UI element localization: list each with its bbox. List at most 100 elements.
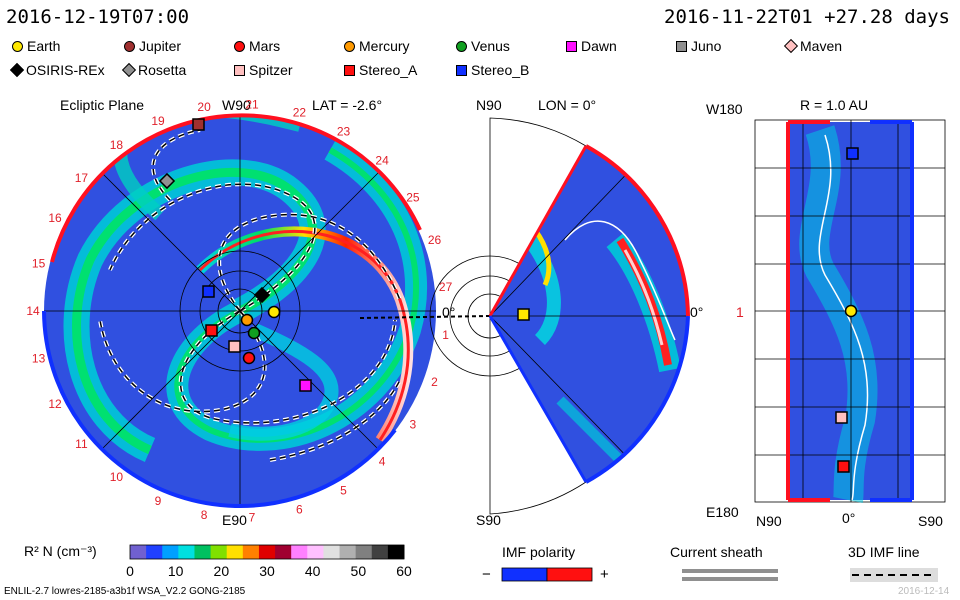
ecliptic-title: Ecliptic Plane: [60, 97, 145, 113]
colorbar-swatch: [146, 545, 163, 559]
circle-icon: [344, 40, 355, 52]
radial-top-label: W180: [706, 101, 743, 117]
current-sheath-label: Current sheath: [670, 544, 763, 560]
legend-item: Maven: [783, 38, 842, 54]
footer-date: 2016-12-14: [898, 586, 950, 597]
earth-marker-meridional: [517, 308, 530, 321]
sector-number: 16: [48, 211, 62, 225]
colorbar-label: R² N (cm⁻³): [24, 543, 97, 559]
spitzer-marker-radial: [835, 411, 848, 424]
legend-item: Dawn: [566, 38, 617, 54]
sector-number: 14: [26, 304, 40, 318]
legend-item: Stereo_B: [456, 62, 529, 78]
radial-bottom-label: E180: [706, 504, 739, 520]
colorbar-swatch: [339, 545, 357, 559]
legend-label: Dawn: [581, 38, 617, 54]
ecliptic-bottom-label: E90: [222, 512, 247, 528]
square-icon: [344, 64, 355, 76]
legend-label: Venus: [471, 38, 510, 54]
colorbar-tick: 20: [213, 563, 230, 579]
colorbar-tick: 30: [259, 563, 275, 579]
radial-panel: [754, 119, 946, 503]
legend-item: OSIRIS-REx: [9, 62, 105, 78]
legend-item: Mercury: [344, 38, 410, 54]
stereo-a-marker-radial: [837, 460, 850, 473]
imf-line-label: 3D IMF line: [848, 544, 920, 560]
legend-item: Jupiter: [124, 38, 181, 54]
imf-line-swatch: [850, 568, 938, 582]
colorbar-tick: 50: [350, 563, 367, 579]
sector-number: 27: [439, 280, 453, 294]
colorbar: [129, 544, 405, 560]
colorbar-swatch: [323, 545, 341, 559]
colorbar-tick: 60: [396, 563, 412, 579]
circle-icon: [12, 40, 23, 52]
colorbar-tick: 10: [167, 563, 184, 579]
dawn-marker: [299, 379, 312, 392]
sector-number: 12: [48, 397, 62, 411]
sector-number: 26: [428, 233, 442, 247]
jupiter-marker: [192, 118, 205, 131]
imf-minus: −: [482, 566, 491, 583]
sector-numbers: 20 21222324252627123456789101112131415161…: [26, 97, 452, 524]
meridional-top-label: N90: [476, 97, 502, 113]
legend-label: Stereo_A: [359, 62, 418, 78]
legend-item: Stereo_A: [344, 62, 417, 78]
legend-label: OSIRIS-REx: [26, 62, 105, 78]
legend-item: Spitzer: [234, 62, 293, 78]
sector-number: 6: [296, 502, 303, 516]
circle-icon: [456, 40, 467, 52]
colorbar-tick: 0: [126, 563, 134, 579]
sector-number: 15: [32, 256, 46, 270]
sector-number: 22: [293, 106, 307, 120]
sector-number: 10: [110, 470, 124, 484]
sector-number: 24: [375, 153, 389, 167]
colorbar-swatch: [371, 545, 389, 559]
legend-label: Spitzer: [249, 62, 293, 78]
current-sheath-swatch: [682, 569, 778, 581]
legend-label: Jupiter: [139, 38, 182, 54]
imf-polarity-bar: [501, 567, 593, 582]
legend-label: Earth: [27, 38, 61, 54]
square-icon: [676, 40, 687, 52]
sector-number: 1: [442, 328, 449, 342]
spitzer-marker: [228, 340, 241, 353]
colorbar-swatch: [307, 545, 324, 559]
legend-item: Mars: [234, 38, 280, 54]
legend-item: Rosetta: [121, 62, 186, 78]
sector-number: 2: [431, 375, 438, 389]
legend-label: Juno: [691, 38, 722, 54]
square-icon: [566, 40, 577, 52]
mercury-marker: [240, 313, 254, 327]
sector-number: 11: [75, 437, 88, 451]
legend-item: Earth: [12, 38, 60, 54]
sector-number: 23: [337, 125, 351, 139]
radial-mid-label: 1: [736, 304, 744, 320]
sector-number: 25: [406, 190, 420, 204]
colorbar-swatch: [258, 545, 276, 559]
square-icon: [234, 64, 245, 76]
meridional-panel: [429, 117, 690, 515]
legend-item: Juno: [676, 38, 721, 54]
legend-label: Mars: [249, 38, 281, 54]
stereo-b-marker-radial: [846, 147, 859, 160]
colorbar-swatch: [275, 545, 292, 559]
legend-label: Mercury: [359, 38, 410, 54]
colorbar-border: [129, 544, 405, 560]
ecliptic-disk: [42, 113, 491, 508]
radial-title: R = 1.0 AU: [800, 97, 869, 113]
radial-x-right: S90: [918, 513, 943, 529]
venus-marker: [247, 326, 261, 340]
sector-number: 13: [32, 352, 46, 366]
meridional-bottom-label: S90: [476, 512, 501, 528]
colorbar-tick: 40: [304, 563, 321, 579]
colorbar-swatch: [291, 545, 308, 559]
circle-icon: [234, 40, 245, 52]
colorbar-swatch: [194, 545, 212, 559]
sector-number: 20: [197, 100, 211, 114]
stereo-b-marker: [202, 285, 215, 298]
colorbar-swatch: [242, 545, 260, 559]
ecliptic-top-label: W90: [222, 97, 251, 113]
colorbar-swatch: [130, 545, 147, 559]
